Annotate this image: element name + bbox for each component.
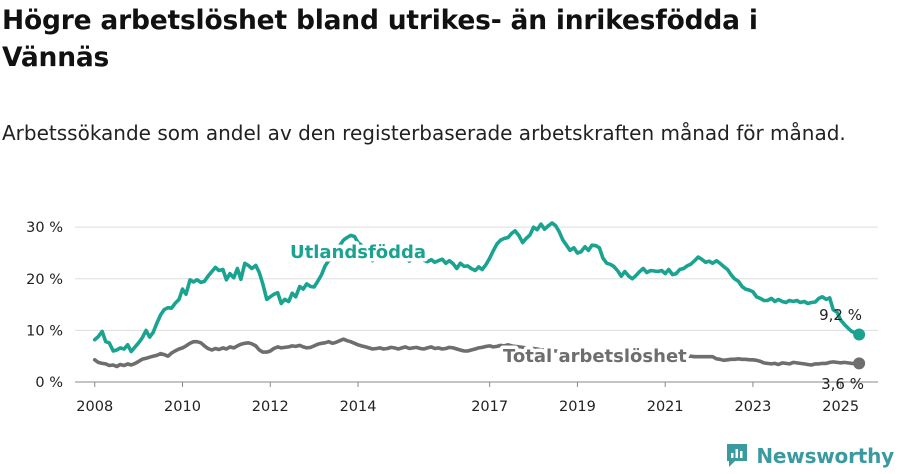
- chart-subtitle: Arbetssökande som andel av den registerb…: [2, 121, 846, 145]
- x-tick-label: 2008: [76, 399, 113, 415]
- end-label-total: 3,6 %: [821, 375, 864, 393]
- end-markers: 9,2 % 3,6 %: [819, 306, 864, 393]
- end-label-utlandsfodda: 9,2 %: [819, 306, 862, 324]
- x-tick-label: 2023: [734, 399, 771, 415]
- x-tick-label: 2025: [822, 399, 859, 415]
- y-tick-label: 0 %: [35, 375, 63, 391]
- x-tick-label: 2014: [340, 399, 377, 415]
- brand-name: Newsworthy: [756, 444, 894, 468]
- series-lines: [92, 221, 866, 370]
- y-tick-label: 30 %: [26, 220, 63, 236]
- y-tick-label: 10 %: [26, 323, 63, 339]
- series-label-utlandsfodda: Utlandsfödda: [290, 242, 426, 263]
- y-tick-label: 20 %: [26, 272, 63, 288]
- series-label-total: Total arbetslöshet: [503, 346, 687, 367]
- series-labels: Utlandsfödda Total arbetslöshet: [287, 239, 691, 371]
- gridlines: 0 % 10 % 20 % 30 % 2008 2010 2012 2014 2017 2019 2…: [26, 220, 878, 415]
- series-line-total: [92, 337, 861, 369]
- chart-title: Högre arbetslöshet bland utrikes- än inr…: [2, 5, 758, 73]
- x-tick-label: 2017: [471, 399, 508, 415]
- brand-logo: Newsworthy: [725, 442, 894, 470]
- x-tick-label: 2019: [559, 399, 596, 415]
- x-tick-label: 2010: [164, 399, 201, 415]
- series-line-utlandsfodda: [92, 221, 861, 354]
- end-point-total: [853, 357, 866, 370]
- x-tick-label: 2012: [252, 399, 289, 415]
- x-tick-label: 2021: [647, 399, 684, 415]
- bar-chart-logo-icon: [727, 444, 748, 467]
- end-point-utlandsfodda: [853, 328, 866, 341]
